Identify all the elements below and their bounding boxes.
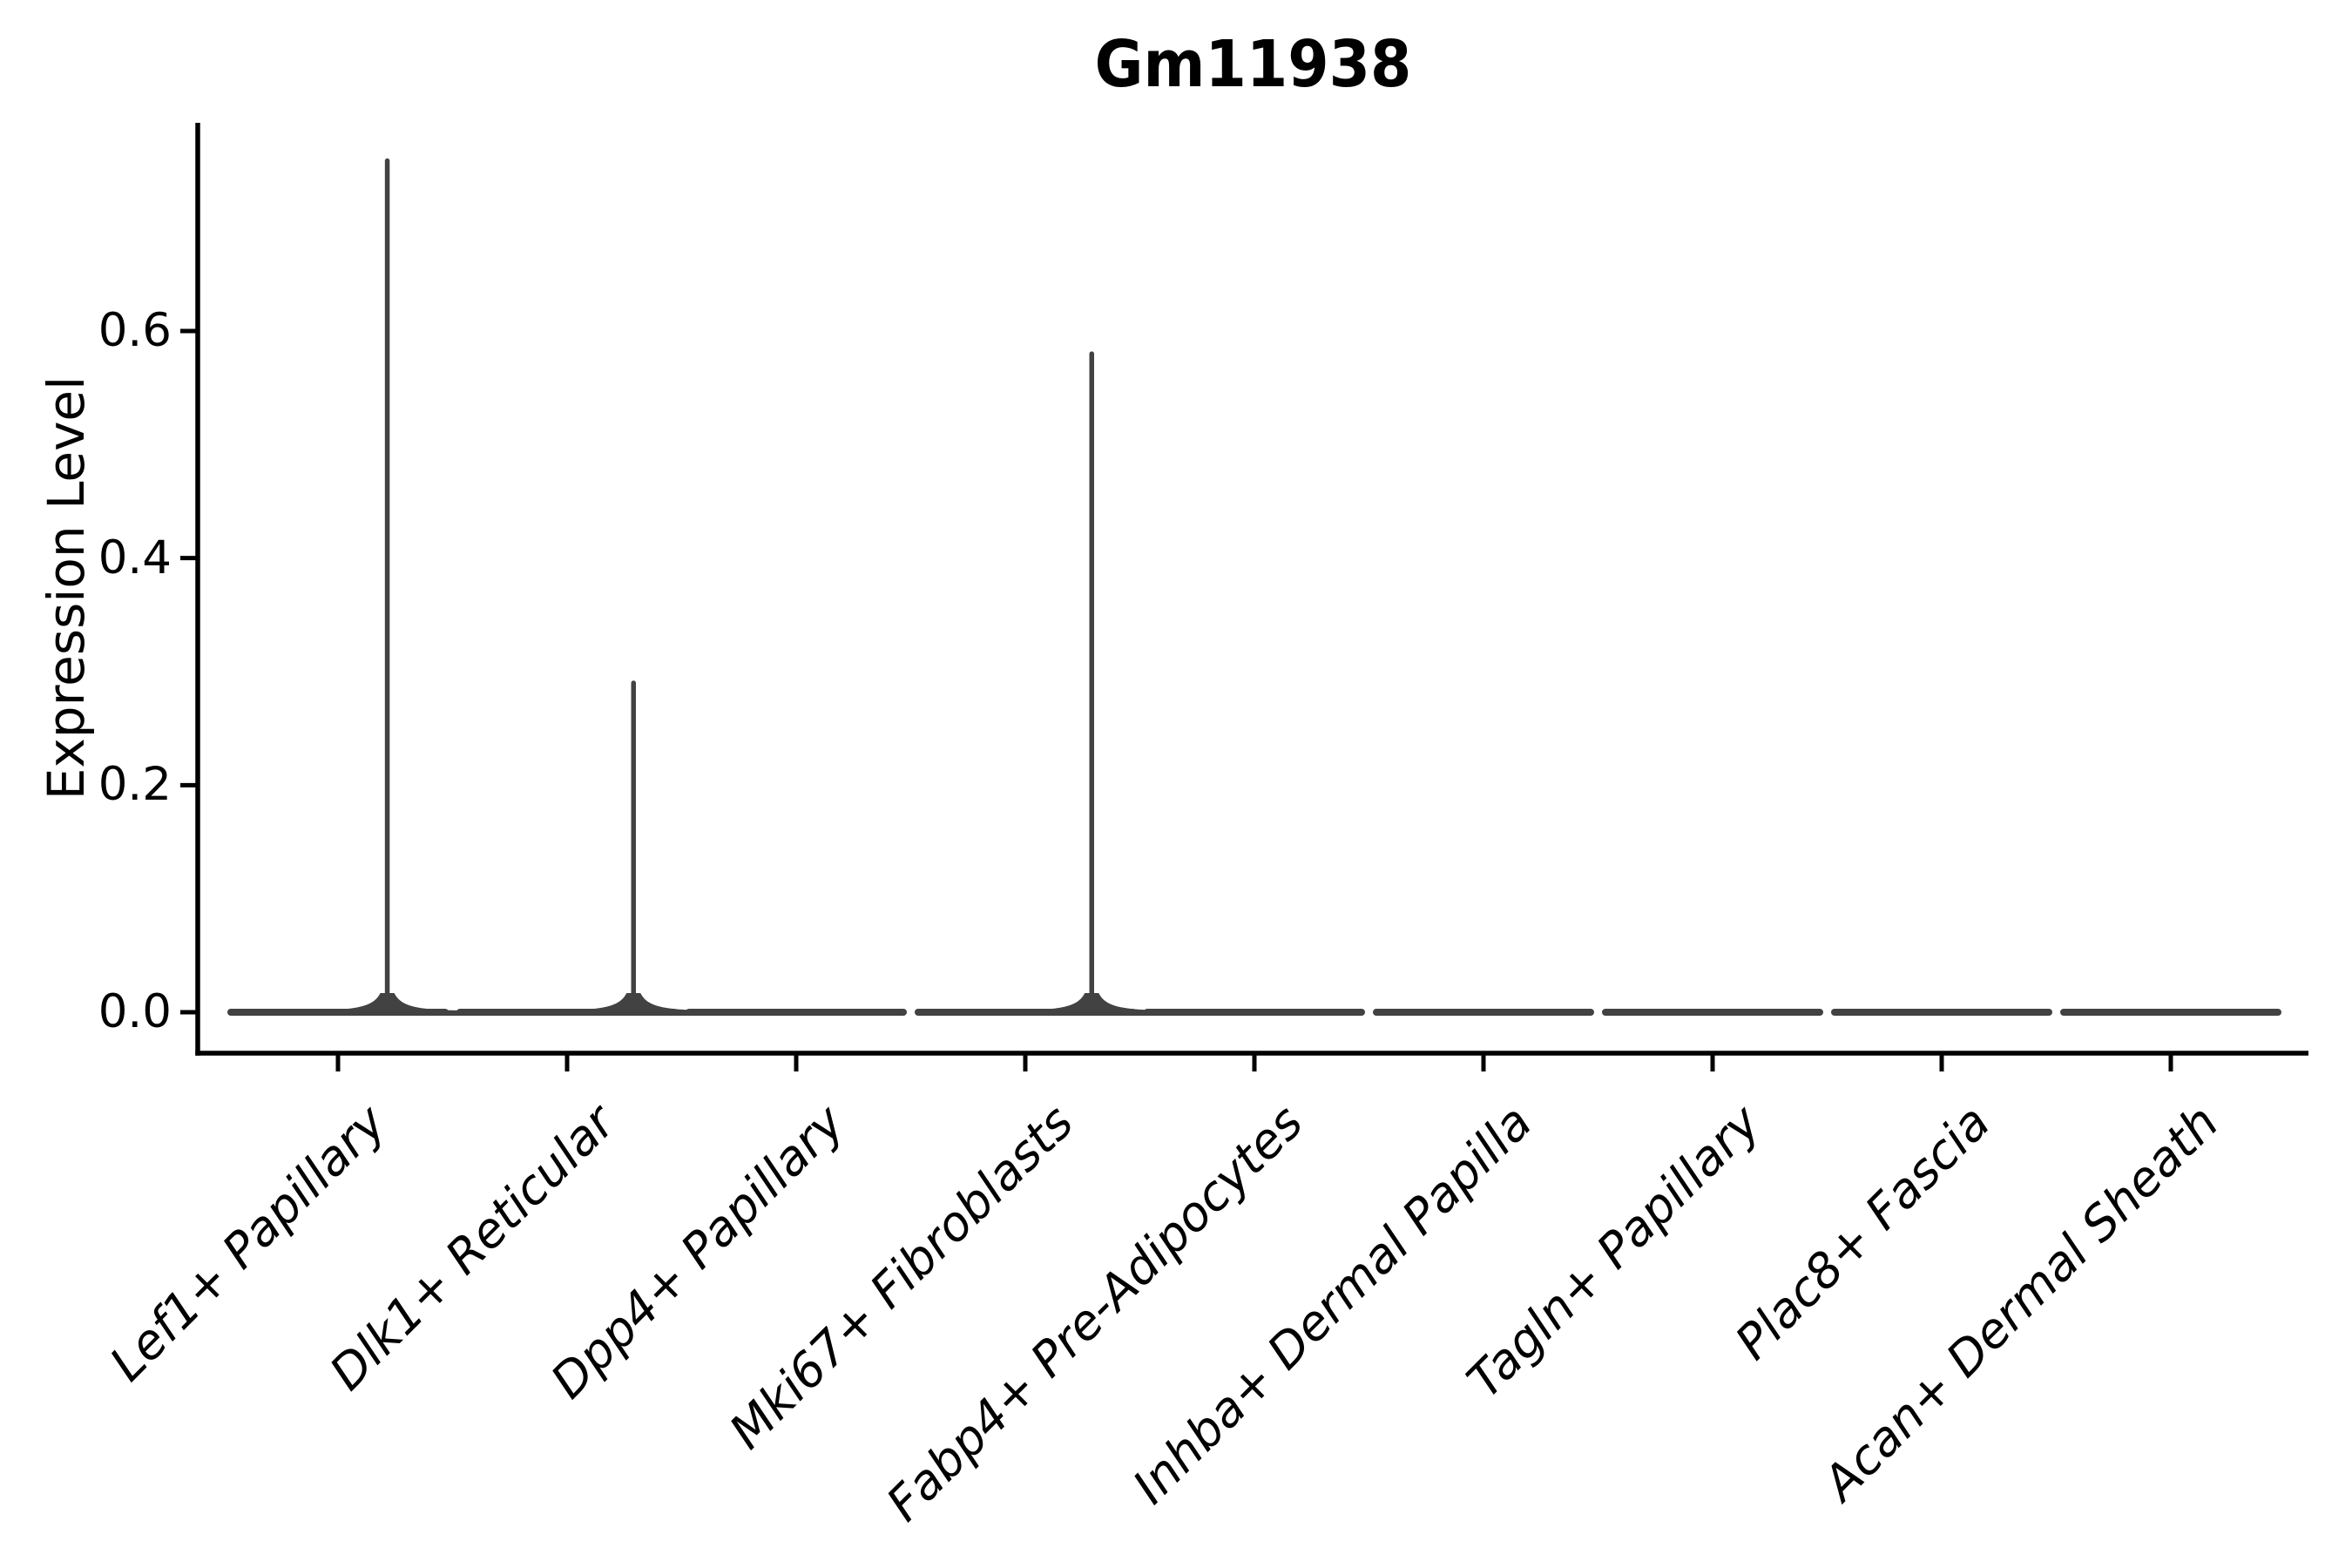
- violin-lef1-papillary: [227, 158, 462, 1016]
- y-tick-label: 0.6: [98, 304, 172, 358]
- chart-title: Gm11938: [1094, 27, 1412, 102]
- violin-mki67-fibroblasts: [915, 351, 1166, 1016]
- y-tick-label: 0.0: [98, 985, 172, 1038]
- violin-dlk1-reticular: [456, 680, 708, 1016]
- y-tick-label: 0.4: [98, 531, 172, 585]
- y-tick-label: 0.2: [98, 758, 172, 812]
